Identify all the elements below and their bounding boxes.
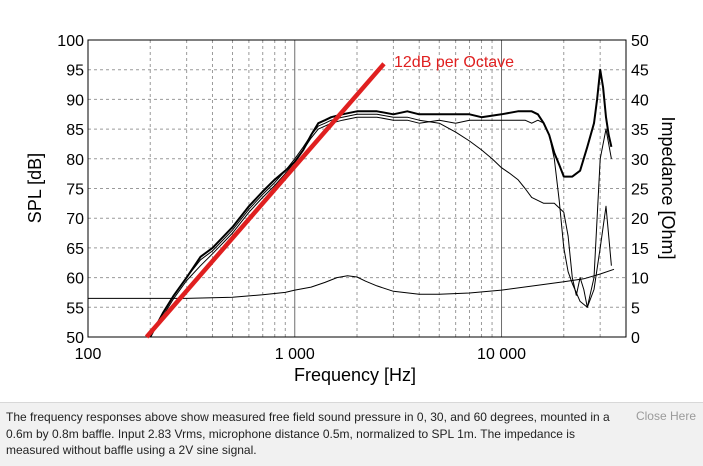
y-tick-label: 70	[66, 211, 84, 228]
series-line	[88, 268, 615, 299]
series-layer	[88, 68, 615, 338]
series-line	[149, 116, 612, 338]
series-line	[149, 68, 613, 338]
tick-labels: 1009590858075706560555050454035302520151…	[57, 33, 649, 363]
close-button[interactable]: Close Here	[635, 409, 696, 423]
y2-tick-label: 20	[631, 211, 649, 228]
y-axis-label: SPL [dB]	[25, 153, 45, 223]
x-axis-label: Frequency [Hz]	[294, 365, 416, 385]
series-line	[149, 113, 612, 338]
y2-tick-label: 50	[631, 33, 649, 50]
y-tick-label: 85	[66, 122, 84, 139]
slope-reference-line	[144, 62, 386, 339]
y2-tick-label: 5	[631, 300, 640, 317]
y2-axis-label: Impedance [Ohm]	[658, 116, 678, 259]
y-tick-label: 75	[66, 182, 84, 199]
x-tick-label: 100	[75, 346, 102, 363]
y2-tick-label: 10	[631, 271, 649, 288]
y2-tick-label: 30	[631, 152, 649, 169]
y-tick-label: 95	[66, 63, 84, 80]
y-tick-label: 55	[66, 300, 84, 317]
slope-annotation: 12dB per Octave	[394, 54, 514, 71]
plot-frame	[87, 39, 627, 338]
y-tick-label: 80	[66, 152, 84, 169]
y2-tick-label: 0	[631, 330, 640, 347]
grid-lines	[88, 40, 626, 337]
y-tick-label: 100	[57, 33, 84, 50]
y-tick-label: 50	[66, 330, 84, 347]
caption-text: The frequency responses above show measu…	[6, 410, 610, 457]
y-tick-label: 65	[66, 241, 84, 258]
y2-tick-label: 15	[631, 241, 649, 258]
y2-tick-label: 40	[631, 92, 649, 109]
y2-tick-label: 35	[631, 122, 649, 139]
x-tick-label: 10 000	[477, 346, 526, 363]
y2-tick-label: 25	[631, 182, 649, 199]
y2-tick-label: 45	[631, 63, 649, 80]
caption-panel: The frequency responses above show measu…	[0, 402, 703, 466]
y-tick-label: 90	[66, 92, 84, 109]
y-tick-label: 60	[66, 271, 84, 288]
x-tick-label: 1 000	[275, 346, 315, 363]
frequency-response-chart: 1009590858075706560555050454035302520151…	[25, 33, 678, 385]
